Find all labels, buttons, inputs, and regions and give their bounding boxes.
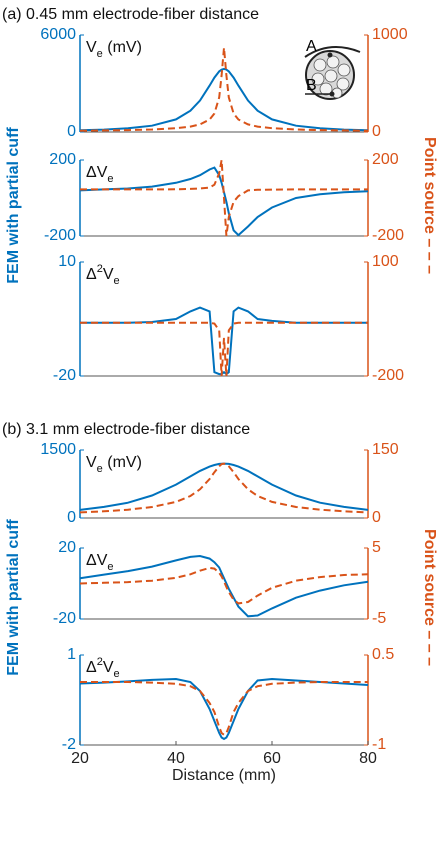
panel-label-part: e [107, 561, 113, 573]
point-b [329, 91, 335, 97]
point-a [327, 52, 333, 58]
panel-label-part: e [113, 275, 119, 287]
panel-label: ΔVe [86, 164, 113, 185]
y2-tick-label: -5 [372, 610, 386, 627]
data-line [79, 554, 369, 618]
panel-label-part: Δ [86, 659, 97, 676]
data-line [79, 566, 369, 605]
y2-tick-label: 150 [372, 441, 399, 458]
y-tick-label: -20 [53, 610, 76, 627]
fibers [311, 55, 351, 99]
panel-label-part: V [86, 39, 97, 56]
x-tick-label: 40 [167, 750, 185, 767]
y2-tick-label: 0 [372, 509, 381, 526]
y-tick-label: 20 [58, 539, 76, 556]
data-line [80, 321, 368, 377]
inset-diagram: A B [304, 38, 361, 100]
panel-label-part: e [113, 668, 119, 680]
panel-label: ΔVe [86, 552, 113, 573]
x-tick-label: 80 [359, 750, 377, 767]
y-tick-label: 0 [67, 509, 76, 526]
panel-label-part: V [103, 266, 114, 283]
y2-tick-label: 1000 [372, 26, 408, 43]
panel-label: Ve (mV) [86, 454, 142, 475]
panel-label-part: ΔV [86, 552, 108, 569]
y-tick-label: 10 [58, 253, 76, 270]
data-line [80, 681, 368, 737]
panel-title: (b) 3.1 mm electrode-fiber distance [2, 421, 250, 438]
panel-label-part: V [86, 454, 97, 471]
data-line [79, 677, 369, 741]
x-axis-label: Distance (mm) [172, 767, 276, 784]
y2-tick-label: -200 [372, 227, 404, 244]
inset-label: A [306, 38, 317, 55]
y2-axis-label: Point source – – – [421, 137, 438, 274]
panel-label: Ve (mV) [86, 39, 142, 60]
y-tick-label: 200 [49, 151, 76, 168]
y2-tick-label: 5 [372, 539, 381, 556]
panel-label-part: V [103, 659, 114, 676]
panel-label: Δ2Ve [86, 263, 120, 287]
panel-label-part: e [97, 48, 103, 60]
x-tick-label: 60 [263, 750, 281, 767]
data-line [80, 159, 368, 237]
y2-tick-label: -1 [372, 736, 386, 753]
panel-title: (a) 0.45 mm electrode-fiber distance [2, 6, 259, 23]
y2-tick-label: 0.5 [372, 646, 394, 663]
panel-label-part: (mV) [103, 454, 142, 471]
y-tick-label: 1 [67, 646, 76, 663]
y-axis-label: FEM with partial cuff [5, 127, 22, 284]
inset-label: B [306, 77, 317, 94]
y2-tick-label: 200 [372, 151, 399, 168]
x-tick-label: 20 [71, 750, 89, 767]
y2-tick-label: 0 [372, 123, 381, 140]
panel-label-part: ΔV [86, 164, 108, 181]
panel-label: Δ2Ve [86, 656, 120, 680]
data-line [79, 67, 369, 132]
data-line [79, 47, 369, 132]
data-line [80, 306, 368, 376]
y-tick-label: -2 [62, 736, 76, 753]
panel-label-part: e [107, 173, 113, 185]
y-axis-label: FEM with partial cuff [5, 519, 22, 676]
y-tick-label: -200 [44, 227, 76, 244]
y2-axis-label: Point source – – – [421, 529, 438, 666]
y-tick-label: -20 [53, 367, 76, 384]
panel-label-part: 2 [97, 656, 103, 668]
panel-label-part: e [97, 463, 103, 475]
y-tick-label: 0 [67, 123, 76, 140]
y2-tick-label: -200 [372, 367, 404, 384]
cuff-electrode-a [304, 46, 361, 58]
y-tick-label: 6000 [40, 26, 76, 43]
y-tick-label: 1500 [40, 441, 76, 458]
y2-tick-label: 100 [372, 253, 399, 270]
panel-label-part: (mV) [103, 39, 142, 56]
panel-label-part: Δ [86, 266, 97, 283]
panel-label-part: 2 [97, 263, 103, 275]
data-line [79, 462, 369, 514]
